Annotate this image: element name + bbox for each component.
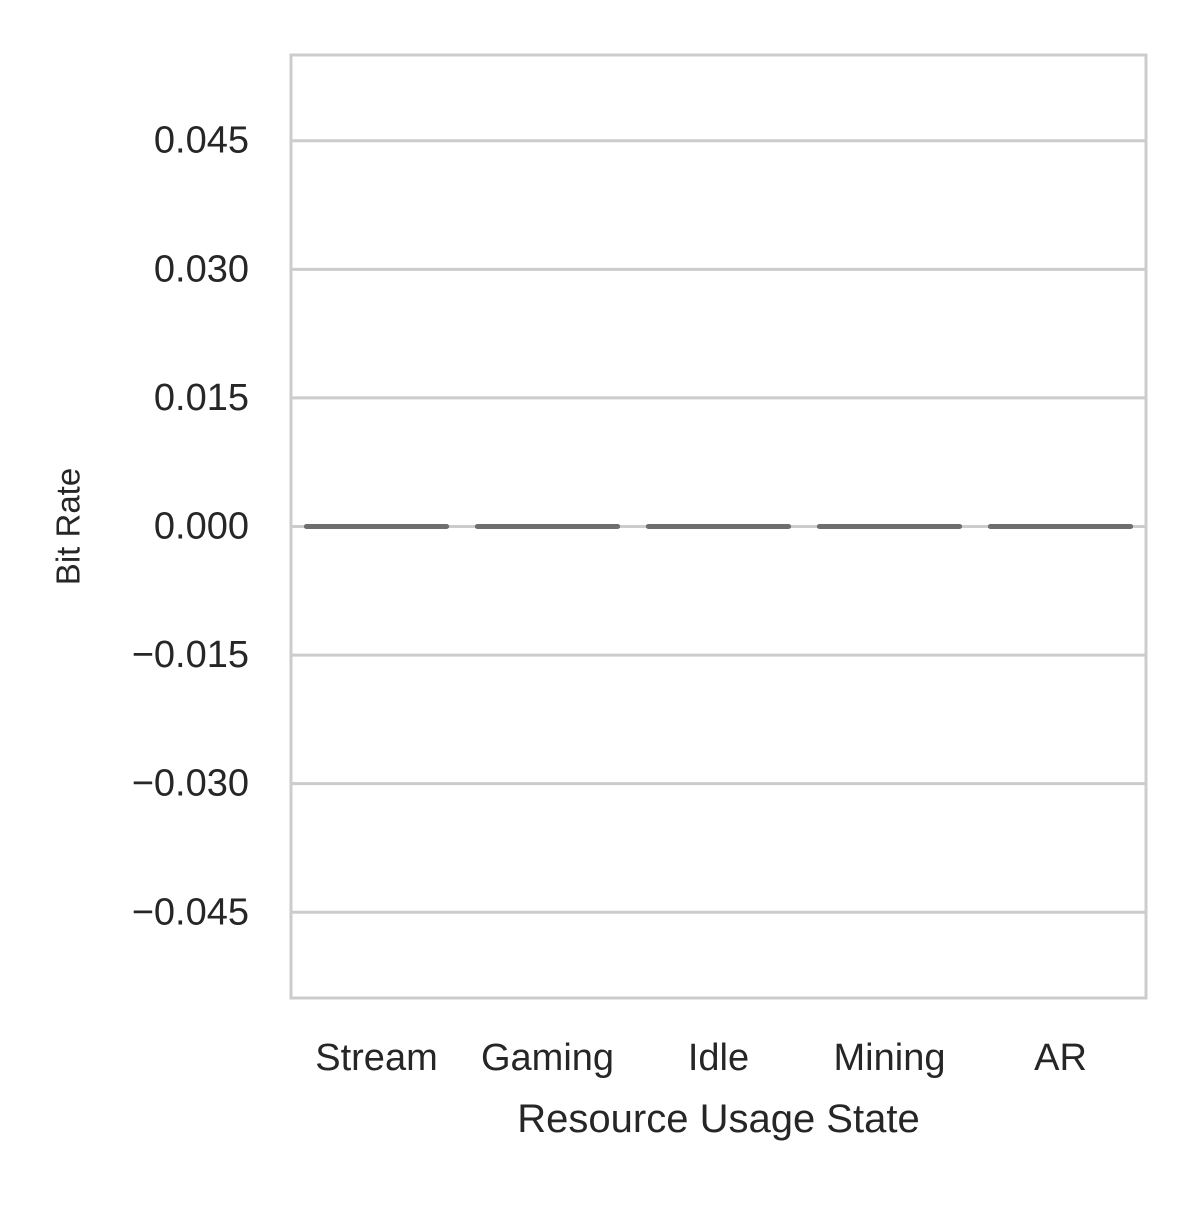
y-tick-label: 0.000 bbox=[154, 506, 249, 548]
x-axis-title: Resource Usage State bbox=[517, 1097, 919, 1141]
y-tick-label: −0.030 bbox=[132, 763, 249, 805]
x-tick-label: Stream bbox=[315, 1037, 437, 1079]
y-tick-label: 0.045 bbox=[154, 120, 249, 162]
x-tick-label: AR bbox=[1034, 1037, 1087, 1079]
y-tick-labels: 0.045 0.030 0.015 0.000 −0.015 −0.030 −0.045 bbox=[132, 120, 249, 934]
y-tick-label: 0.015 bbox=[154, 377, 249, 419]
y-tick-label: −0.045 bbox=[132, 891, 249, 933]
x-tick-label: Idle bbox=[688, 1037, 749, 1079]
x-tick-label: Gaming bbox=[481, 1037, 614, 1079]
x-tick-labels: Stream Gaming Idle Mining AR bbox=[315, 1037, 1087, 1079]
y-axis-title: Bit Rate bbox=[50, 468, 87, 585]
y-tick-label: −0.015 bbox=[132, 634, 249, 676]
y-tick-label: 0.030 bbox=[154, 248, 249, 290]
plot-frame bbox=[289, 53, 1148, 1000]
x-tick-label: Mining bbox=[834, 1037, 946, 1079]
